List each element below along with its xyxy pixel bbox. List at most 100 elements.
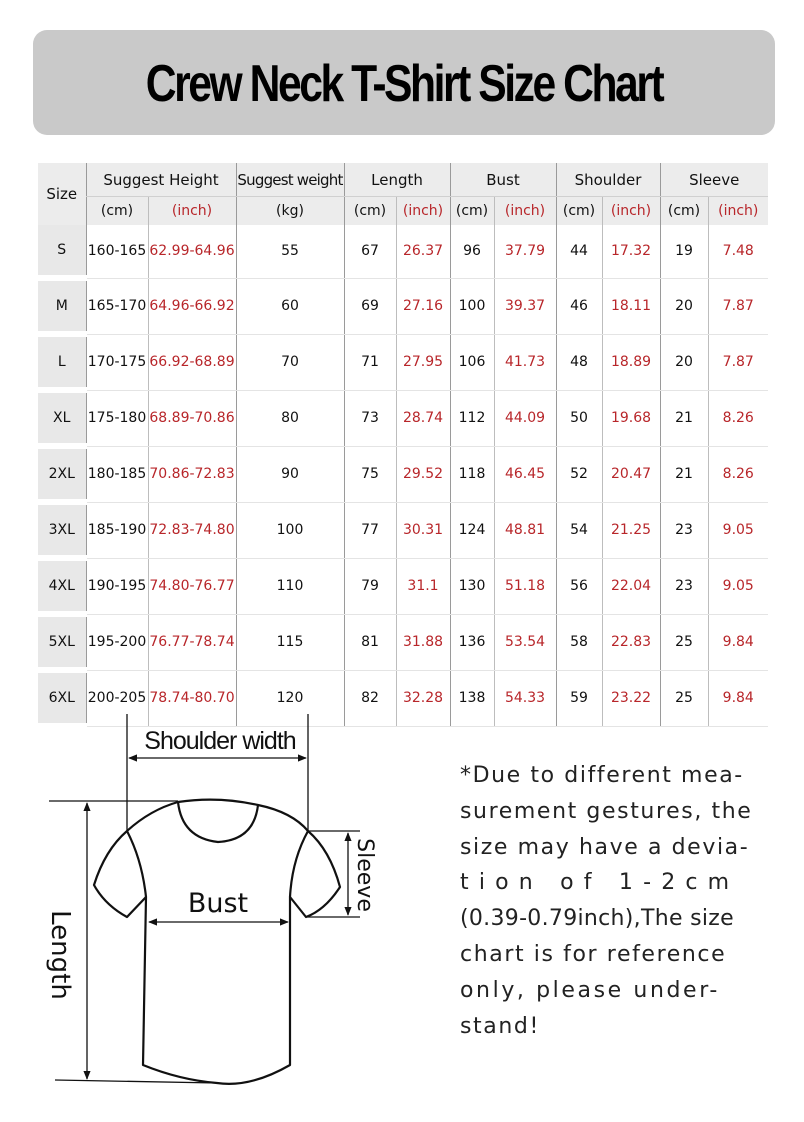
cell-length-cm: 82 [343, 670, 396, 727]
cell-sleeve-cm: 23 [659, 558, 708, 615]
cell-height-cm: 165-170 [85, 278, 148, 335]
cell-length-cm: 69 [343, 278, 396, 335]
cell-weight: 90 [235, 446, 344, 503]
cell-shoulder-in: 18.89 [601, 334, 660, 391]
cell-bust-cm: 138 [449, 670, 494, 727]
table-row: L 170-175 66.92-68.89 70 71 27.95 106 41.73 48 18… [38, 334, 768, 393]
cell-weight: 100 [235, 502, 344, 559]
cell-height-in: 64.96-66.92 [147, 278, 236, 335]
cell-shoulder-in: 19.68 [601, 390, 660, 447]
cell-bust-in: 51.18 [493, 558, 556, 615]
measurement-lines [49, 714, 360, 1084]
cell-height-cm: 185-190 [85, 502, 148, 559]
cell-sleeve-cm: 20 [659, 278, 708, 335]
cell-shoulder-in: 18.11 [601, 278, 660, 335]
cell-shoulder-cm: 48 [555, 334, 602, 391]
table-row: 4XL 190-195 74.80-76.77 110 79 31.1 130 51.18 56… [38, 558, 768, 617]
cell-shoulder-cm: 58 [555, 614, 602, 671]
cell-size: 5XL [38, 614, 86, 673]
cell-bust-cm: 136 [449, 614, 494, 671]
cell-sleeve-cm: 21 [659, 446, 708, 503]
cell-height-cm: 195-200 [85, 614, 148, 671]
table-row: 6XL 200-205 78.74-80.70 120 82 32.28 138 54.33 5… [38, 670, 768, 729]
cell-weight: 60 [235, 278, 344, 335]
unit-inch: (inch) [707, 196, 768, 225]
cell-shoulder-in: 22.83 [601, 614, 660, 671]
cell-height-in: 72.83-74.80 [147, 502, 236, 559]
header-length: Length [343, 163, 450, 197]
cell-bust-cm: 124 [449, 502, 494, 559]
cell-sleeve-in: 8.26 [707, 390, 768, 447]
cell-weight: 110 [235, 558, 344, 615]
note-line: stand! [460, 1013, 540, 1039]
page-title: Crew Neck T-Shirt Size Chart [145, 55, 665, 113]
cell-bust-in: 48.81 [493, 502, 556, 559]
cell-shoulder-cm: 44 [555, 225, 602, 279]
cell-sleeve-in: 9.05 [707, 558, 768, 615]
cell-shoulder-cm: 46 [555, 278, 602, 335]
size-table: Size Suggest Height Suggest weight Lengt… [38, 163, 768, 729]
cell-size: 4XL [38, 558, 86, 617]
cell-sleeve-cm: 21 [659, 390, 708, 447]
cell-length-in: 26.37 [395, 225, 450, 279]
header-size: Size [38, 163, 86, 225]
cell-weight: 120 [235, 670, 344, 727]
unit-cm: (cm) [555, 196, 602, 225]
cell-length-in: 28.74 [395, 390, 450, 447]
cell-height-in: 76.77-78.74 [147, 614, 236, 671]
cell-shoulder-in: 17.32 [601, 225, 660, 279]
cell-height-in: 78.74-80.70 [147, 670, 236, 727]
table-row: 2XL 180-185 70.86-72.83 90 75 29.52 118 46.45 52… [38, 446, 768, 505]
cell-shoulder-in: 23.22 [601, 670, 660, 727]
unit-cm: (cm) [449, 196, 494, 225]
unit-inch: (inch) [147, 196, 236, 225]
cell-size: M [38, 278, 86, 337]
cell-bust-cm: 96 [449, 225, 494, 279]
title-banner: Crew Neck T-Shirt Size Chart [33, 30, 775, 135]
cell-length-in: 31.88 [395, 614, 450, 671]
cell-height-cm: 200-205 [85, 670, 148, 727]
note-line: size may have a devia- [460, 834, 750, 860]
note-line: t i o n o f 1 - 2 c m [460, 870, 731, 896]
cell-bust-cm: 130 [449, 558, 494, 615]
unit-inch: (inch) [493, 196, 556, 225]
cell-shoulder-in: 20.47 [601, 446, 660, 503]
size-deviation-note: *Due to different mea- surement gestures… [460, 758, 760, 1044]
note-line: *Due to different mea- [460, 763, 744, 788]
unit-inch: (inch) [395, 196, 450, 225]
table-row: XL 175-180 68.89-70.86 80 73 28.74 112 44.09 50 1… [38, 390, 768, 449]
cell-shoulder-in: 22.04 [601, 558, 660, 615]
cell-height-cm: 170-175 [85, 334, 148, 391]
cell-bust-in: 53.54 [493, 614, 556, 671]
cell-bust-in: 44.09 [493, 390, 556, 447]
bust-label: Bust [188, 888, 248, 919]
cell-length-cm: 67 [343, 225, 396, 279]
cell-height-in: 70.86-72.83 [147, 446, 236, 503]
cell-bust-cm: 118 [449, 446, 494, 503]
unit-kg: (kg) [235, 196, 344, 225]
header-sleeve: Sleeve [659, 163, 768, 197]
cell-bust-in: 37.79 [493, 225, 556, 279]
table-row: 5XL 195-200 76.77-78.74 115 81 31.88 136 53.54 5… [38, 614, 768, 673]
cell-size: 6XL [38, 670, 86, 729]
cell-size: S [38, 225, 86, 281]
cell-length-cm: 75 [343, 446, 396, 503]
cell-shoulder-cm: 52 [555, 446, 602, 503]
cell-weight: 55 [235, 225, 344, 279]
cell-sleeve-cm: 23 [659, 502, 708, 559]
cell-height-cm: 160-165 [85, 225, 148, 279]
note-line: surement gestures, the [460, 798, 753, 824]
header-height: Suggest Height [85, 163, 236, 197]
cell-bust-cm: 100 [449, 278, 494, 335]
table-row: S 160-165 62.99-64.96 55 67 26.37 96 37.79 44 17.… [38, 225, 768, 281]
header-shoulder: Shoulder [555, 163, 660, 197]
cell-sleeve-in: 7.87 [707, 334, 768, 391]
cell-height-in: 74.80-76.77 [147, 558, 236, 615]
cell-sleeve-cm: 19 [659, 225, 708, 279]
cell-shoulder-cm: 56 [555, 558, 602, 615]
cell-height-in: 66.92-68.89 [147, 334, 236, 391]
cell-bust-in: 54.33 [493, 670, 556, 727]
cell-size: 2XL [38, 446, 86, 505]
cell-shoulder-cm: 54 [555, 502, 602, 559]
